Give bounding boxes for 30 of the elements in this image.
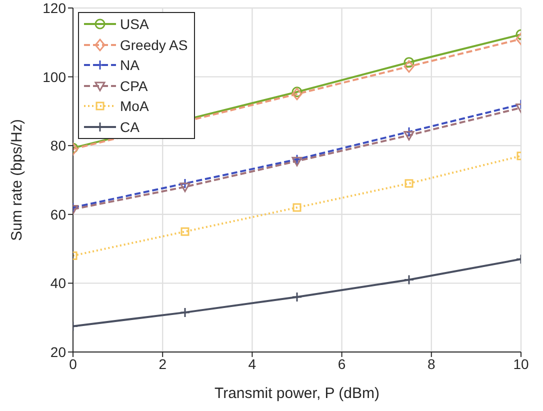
x-tick-label: 10	[513, 356, 529, 372]
x-tick-label: 0	[69, 356, 78, 372]
legend-label: CPA	[120, 78, 148, 94]
y-tick-label: 20	[50, 344, 66, 360]
x-tick-label: 6	[338, 356, 346, 372]
point	[292, 156, 302, 166]
y-tick-label: 40	[50, 275, 66, 292]
point	[292, 154, 302, 165]
x-tick-label: 4	[248, 356, 256, 372]
x-tick-label: 2	[158, 356, 167, 372]
point	[404, 179, 414, 188]
legend-label: MoA	[120, 98, 149, 114]
point	[292, 292, 302, 302]
point	[180, 227, 190, 236]
point	[404, 131, 414, 141]
legend-label: CA	[120, 118, 140, 135]
y-tick-label: 120	[42, 0, 66, 16]
legend-label: NA	[120, 57, 140, 74]
y-tick-label: 80	[50, 138, 66, 154]
legend-label: Greedy AS	[120, 36, 188, 53]
point	[292, 203, 302, 212]
y-tick-label: 100	[42, 68, 66, 85]
x-tick-label: 8	[428, 356, 436, 372]
x-axis-title: Transmit power, P (dBm)	[214, 385, 380, 402]
y-axis-title: Sum rate (bps/Hz)	[8, 119, 26, 241]
y-tick-label: 60	[50, 206, 66, 222]
point	[180, 182, 190, 192]
point	[404, 274, 414, 286]
point	[180, 307, 190, 318]
legend-label: USA	[120, 16, 149, 32]
